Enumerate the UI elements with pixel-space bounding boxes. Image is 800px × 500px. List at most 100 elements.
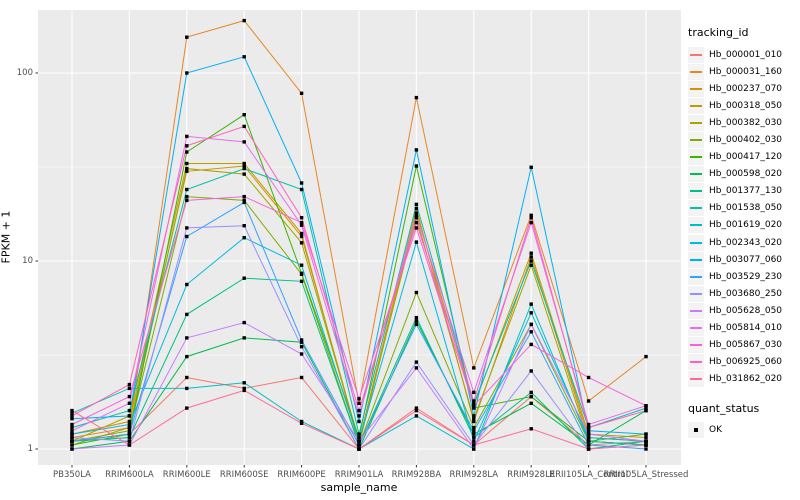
data-point-marker	[357, 408, 361, 413]
data-point-marker	[644, 439, 648, 443]
legend-item-label: Hb_000417_120	[709, 152, 783, 163]
data-point-marker	[299, 220, 304, 225]
data-point-marker	[127, 382, 132, 387]
data-point-marker	[299, 271, 304, 275]
data-point-marker	[529, 401, 533, 405]
data-point-marker	[185, 234, 189, 239]
legend-line-icon	[690, 173, 702, 176]
legend-item-Hb_003529_230: Hb_003529_230	[688, 268, 800, 285]
legend-line-icon	[690, 241, 702, 244]
legend-item-label: OK	[709, 425, 722, 436]
legend-key-ok	[688, 422, 704, 439]
legend-item-label: Hb_000382_030	[709, 117, 783, 128]
legend-key-color-swatch	[688, 268, 704, 285]
data-point-marker	[242, 236, 246, 240]
legend-item-label: Hb_001538_050	[709, 203, 783, 214]
data-point-marker	[185, 282, 189, 287]
data-point-marker	[414, 216, 419, 220]
data-point-marker	[299, 263, 304, 267]
legend-item-Hb_001377_130: Hb_001377_130	[688, 183, 800, 200]
data-point-marker	[414, 414, 419, 418]
legend-key-color-swatch	[688, 63, 704, 80]
data-point-marker	[299, 421, 304, 425]
data-point-marker	[185, 150, 189, 154]
data-point-marker	[299, 187, 304, 192]
data-point-marker	[357, 401, 361, 405]
data-point-marker	[70, 422, 74, 427]
legend-line-icon	[690, 344, 702, 347]
legend-key-color-swatch	[688, 320, 704, 337]
data-point-marker	[70, 425, 74, 430]
data-point-marker	[70, 435, 74, 440]
data-point-marker	[414, 315, 419, 320]
data-point-marker	[414, 211, 419, 215]
data-point-marker	[586, 429, 591, 433]
legend-key-color-swatch	[688, 234, 704, 251]
y-axis-title: FPKM + 1	[0, 210, 13, 264]
legend-item-Hb_000237_070: Hb_000237_070	[688, 80, 800, 97]
data-point-marker	[357, 443, 361, 447]
data-point-marker	[127, 394, 132, 399]
legend-line-icon	[690, 53, 702, 56]
y-tick-label-100: 100	[16, 67, 33, 78]
data-point-marker	[586, 435, 591, 440]
data-point-marker	[242, 113, 246, 117]
data-point-marker	[414, 220, 419, 225]
data-point-marker	[299, 375, 304, 380]
legend-item-Hb_000001_010: Hb_000001_010	[688, 46, 800, 63]
legend-item-label: Hb_002343_020	[709, 237, 783, 248]
data-point-marker	[472, 429, 476, 433]
legend-item-Hb_000598_020: Hb_000598_020	[688, 166, 800, 183]
legend-key-color-swatch	[688, 166, 704, 183]
data-point-marker	[185, 187, 189, 192]
legend-title-quant-status: quant_status	[688, 401, 760, 415]
data-point-marker	[242, 172, 246, 176]
legend-item-label: Hb_005628_050	[709, 305, 783, 316]
y-tick-label-1: 1	[27, 443, 33, 454]
data-point-marker	[242, 55, 246, 59]
legend-line-icon	[690, 292, 702, 295]
data-point-marker	[414, 206, 419, 211]
legend-item-label: Hb_000318_050	[709, 100, 783, 111]
legend-item-Hb_000382_030: Hb_000382_030	[688, 114, 800, 131]
x-axis-title: sample_name	[320, 481, 398, 494]
data-point-marker	[472, 414, 476, 418]
data-point-marker	[242, 381, 246, 385]
x-tick-label-RRIM600PE: RRIM600PE	[277, 470, 326, 480]
legend-key-color-swatch	[688, 97, 704, 114]
data-point-marker	[586, 422, 591, 427]
legend-item-Hb_000031_160: Hb_000031_160	[688, 63, 800, 80]
data-point-marker	[299, 419, 304, 424]
data-point-marker	[127, 443, 132, 447]
legend-line-icon	[690, 70, 702, 73]
data-point-marker	[185, 71, 189, 75]
data-point-marker	[586, 375, 591, 380]
data-point-marker	[357, 439, 361, 443]
data-point-marker	[644, 432, 648, 436]
data-point-marker	[644, 404, 648, 408]
legend-key-color-swatch	[688, 114, 704, 131]
x-tick-label-RRIM600LE: RRIM600LE	[162, 470, 211, 480]
data-point-marker	[414, 319, 419, 323]
data-point-marker	[299, 340, 304, 344]
data-point-marker	[529, 390, 533, 395]
data-point-marker	[644, 447, 648, 451]
data-point-marker	[414, 240, 419, 244]
data-point-marker	[70, 443, 74, 447]
data-point-marker	[586, 443, 591, 447]
y-tick-label-10: 10	[22, 255, 33, 266]
data-point-marker	[414, 360, 419, 364]
data-point-marker	[472, 399, 476, 403]
legend-line-icon	[690, 224, 702, 227]
legend-key-color-swatch	[688, 337, 704, 354]
data-point-marker	[242, 198, 246, 203]
data-point-marker	[472, 425, 476, 430]
data-point-marker	[242, 18, 246, 23]
legend-quant-status: quant_status OK	[688, 402, 800, 439]
data-point-marker	[472, 419, 476, 424]
data-point-marker	[299, 241, 304, 245]
legend-key-color-swatch	[688, 217, 704, 234]
data-point-marker	[357, 435, 361, 440]
